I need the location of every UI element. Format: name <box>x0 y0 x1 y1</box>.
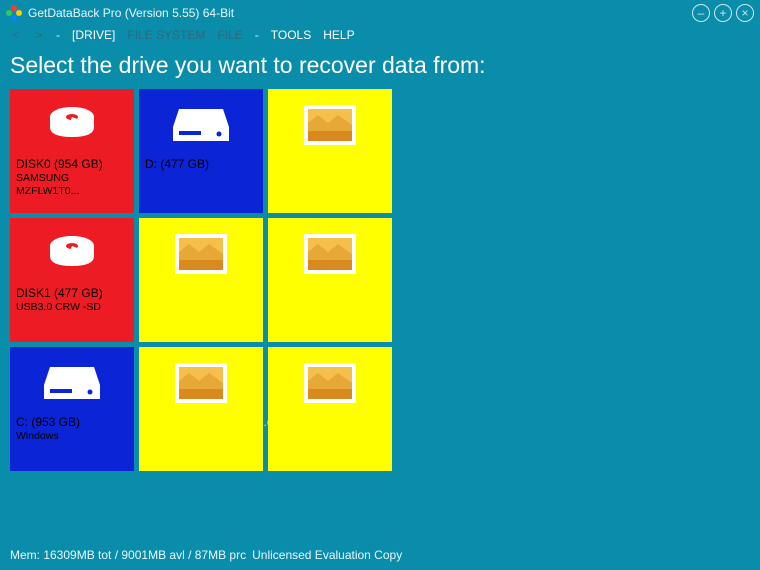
drive-tile[interactable]: DISK0 (954 GB)SAMSUNG MZFLW1T0... <box>10 89 134 213</box>
tile-labels: DISK1 (477 GB)USB3.0 CRW -SD <box>16 286 128 314</box>
menu-sep: - <box>255 28 259 42</box>
image-icon <box>274 95 386 155</box>
page-heading: Select the drive you want to recover dat… <box>0 50 760 89</box>
image-icon <box>274 224 386 284</box>
tile-label-secondary: Windows <box>16 430 128 443</box>
menu-help[interactable]: HELP <box>323 28 354 42</box>
image-file-icon <box>173 361 229 405</box>
drive-tile[interactable]: DISK1 (477 GB)USB3.0 CRW -SD <box>10 218 134 342</box>
image-file-icon <box>173 232 229 276</box>
menu-file[interactable]: FILE <box>217 28 242 42</box>
menu-sep: - <box>56 28 60 42</box>
status-license: Unlicensed Evaluation Copy <box>252 548 402 562</box>
drive-icon <box>42 361 102 405</box>
window-buttons: – + × <box>692 4 754 22</box>
drive-tile[interactable]: Image files... <box>268 347 392 471</box>
tile-label-primary: C: (953 GB) <box>16 415 128 430</box>
tile-labels: 22gb.imc (22.4 GB) <box>145 286 257 301</box>
nav-forward[interactable]: > <box>33 28 44 42</box>
disk-icon <box>44 101 100 149</box>
drive-tile[interactable]: ex183gb.imc (183 GB) <box>268 218 392 342</box>
tile-label-secondary: USB3.0 CRW -SD <box>16 301 128 314</box>
tile-labels: 4g-full.img (3.84 GB) <box>274 157 386 172</box>
image-file-icon <box>302 103 358 147</box>
menu-drive[interactable]: [DRIVE] <box>72 28 115 42</box>
drive-tile[interactable]: C: (953 GB)Windows <box>10 347 134 471</box>
tile-labels: D: (477 GB) <box>145 157 257 172</box>
tile-label-primary: ex183gb.imc (183 GB) <box>274 286 386 316</box>
menubar: < > - [DRIVE] FILE SYSTEM FILE - TOOLS H… <box>0 26 760 50</box>
tile-label-primary: Image files... <box>274 415 386 430</box>
drive-tile[interactable]: 22gb.imc (22.4 GB) <box>139 218 263 342</box>
tile-labels: DISK0 (954 GB)SAMSUNG MZFLW1T0... <box>16 157 128 198</box>
tile-labels: C: (953 GB)Windows <box>16 415 128 443</box>
window-title: GetDataBack Pro (Version 5.55) 64-Bit <box>28 6 692 20</box>
drive-icon <box>171 103 231 147</box>
menu-tools[interactable]: TOOLS <box>271 28 311 42</box>
tile-label-primary: 4g-full.img (3.84 GB) <box>274 157 386 172</box>
tile-labels: buffalo_ls_chl_original.dd (466 GB) <box>145 415 257 445</box>
tile-label-primary: 22gb.imc (22.4 GB) <box>145 286 257 301</box>
drive-tile[interactable]: buffalo_ls_chl_original.dd (466 GB) <box>139 347 263 471</box>
tile-label-primary: buffalo_ls_chl_original.dd (466 GB) <box>145 415 257 445</box>
disk-icon <box>44 230 100 278</box>
tile-labels: Image files... <box>274 415 386 430</box>
drive-grid: DISK0 (954 GB)SAMSUNG MZFLW1T0... D: (47… <box>0 89 760 471</box>
tile-label-primary: DISK1 (477 GB) <box>16 286 128 301</box>
titlebar: GetDataBack Pro (Version 5.55) 64-Bit – … <box>0 0 760 26</box>
app-icon <box>6 5 22 21</box>
close-button[interactable]: × <box>736 4 754 22</box>
image-file-icon <box>302 361 358 405</box>
tile-label-primary: D: (477 GB) <box>145 157 257 172</box>
image-icon <box>274 353 386 413</box>
tile-labels: ex183gb.imc (183 GB) <box>274 286 386 316</box>
menu-filesystem[interactable]: FILE SYSTEM <box>127 28 205 42</box>
statusbar: Mem: 16309MB tot / 9001MB avl / 87MB prc… <box>0 542 760 570</box>
disk-icon <box>16 95 128 155</box>
image-file-icon <box>302 232 358 276</box>
minimize-button[interactable]: – <box>692 4 710 22</box>
drive-tile[interactable]: 4g-full.img (3.84 GB) <box>268 89 392 213</box>
drive-tile[interactable]: D: (477 GB) <box>139 89 263 213</box>
drive-icon <box>145 95 257 155</box>
nav-back[interactable]: < <box>10 28 21 42</box>
tile-label-secondary: SAMSUNG MZFLW1T0... <box>16 172 128 198</box>
image-icon <box>145 353 257 413</box>
tile-label-primary: DISK0 (954 GB) <box>16 157 128 172</box>
maximize-button[interactable]: + <box>714 4 732 22</box>
status-mem: Mem: 16309MB tot / 9001MB avl / 87MB prc <box>10 548 246 562</box>
disk-icon <box>16 224 128 284</box>
drive-icon <box>16 353 128 413</box>
image-icon <box>145 224 257 284</box>
